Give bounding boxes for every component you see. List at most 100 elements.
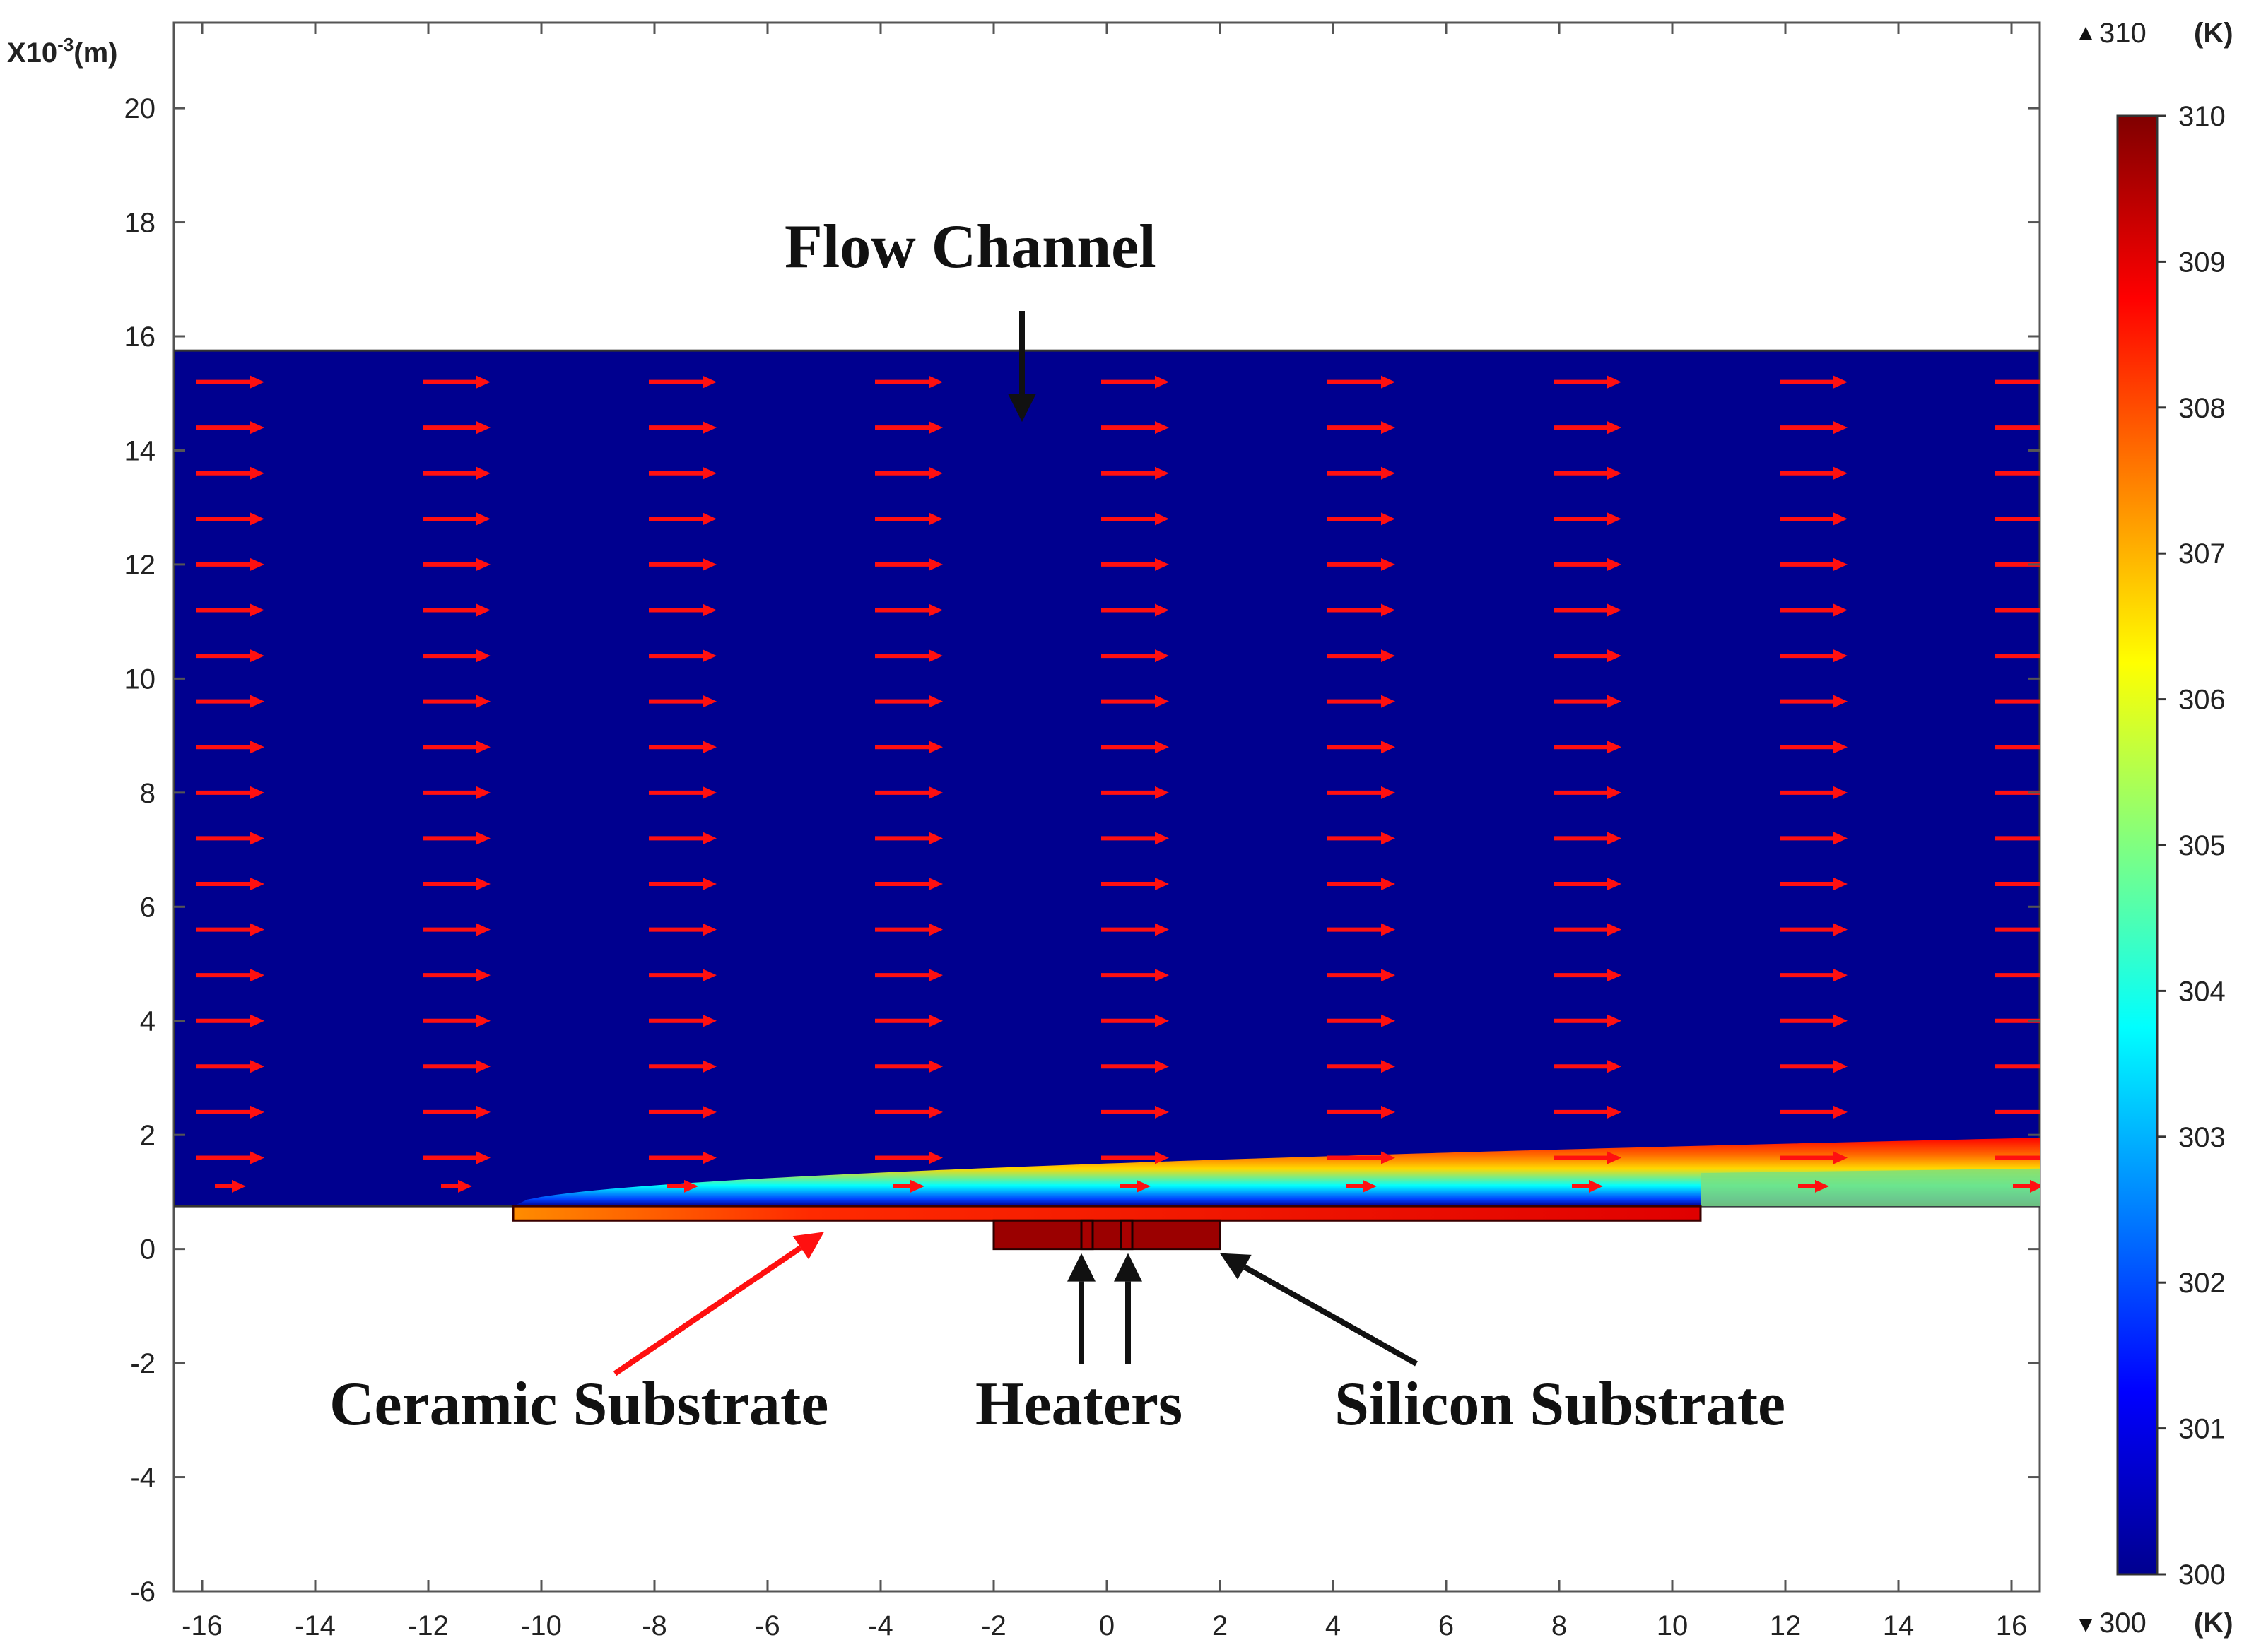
velocity-arrow (196, 923, 264, 936)
velocity-arrow (875, 649, 943, 663)
velocity-arrow (1101, 923, 1169, 936)
velocity-arrow (649, 923, 717, 936)
velocity-arrow (1554, 1060, 1621, 1073)
velocity-arrow (1995, 1155, 2040, 1160)
y-tick-label: -2 (130, 1348, 155, 1379)
flow-channel-region (174, 349, 2040, 1208)
velocity-arrow (649, 421, 717, 435)
annotation-arrows (613, 311, 1418, 1376)
colorbar-max-marker-icon (2079, 27, 2092, 40)
velocity-arrow (1327, 649, 1395, 663)
velocity-arrow (1101, 695, 1169, 708)
velocity-arrow (649, 877, 717, 890)
velocity-arrow (1995, 379, 2040, 384)
velocity-arrow (423, 649, 491, 663)
velocity-arrow (875, 421, 943, 435)
velocity-arrow (1327, 695, 1395, 708)
velocity-arrow (1995, 973, 2040, 978)
velocity-arrow (196, 375, 264, 389)
velocity-arrow (1995, 608, 2040, 613)
velocity-arrow (1554, 375, 1621, 389)
colorbar-gradient (2116, 114, 2159, 1576)
velocity-arrow (196, 557, 264, 571)
colorbar-tick-label: 302 (2178, 1268, 2226, 1299)
velocity-arrow (1995, 1109, 2040, 1114)
velocity-arrow (1780, 969, 1848, 982)
velocity-arrow (1101, 1151, 1169, 1164)
velocity-arrow (1554, 557, 1621, 571)
velocity-arrow (2013, 1179, 2040, 1193)
y-axis-unit-label: X10-3(m) (7, 34, 118, 69)
velocity-arrow (1995, 425, 2040, 430)
velocity-arrow (196, 741, 264, 754)
velocity-arrow (423, 557, 491, 571)
velocity-arrow (196, 603, 264, 617)
velocity-arrow (1780, 832, 1848, 845)
x-tick-label: -4 (868, 1610, 893, 1641)
velocity-arrow (423, 375, 491, 389)
velocity-arrow (423, 512, 491, 526)
colorbar-tick-label: 310 (2178, 101, 2226, 132)
velocity-arrow (196, 877, 264, 890)
colorbar-tick-label: 301 (2178, 1414, 2226, 1445)
velocity-arrow (875, 603, 943, 617)
velocity-arrow (649, 375, 717, 389)
colorbar-tick-label: 308 (2178, 393, 2226, 424)
velocity-arrow (1572, 1179, 1603, 1193)
velocity-arrow (1101, 877, 1169, 890)
x-tick-label: 16 (1996, 1610, 2028, 1641)
y-tick-label: 10 (124, 663, 156, 695)
velocity-arrow (196, 466, 264, 480)
velocity-arrow (1554, 969, 1621, 982)
flow-channel-arrow (1008, 311, 1036, 423)
ceramic-substrate-region (512, 1205, 1702, 1222)
velocity-arrow (196, 1060, 264, 1073)
velocity-arrow (423, 1014, 491, 1027)
y-tick-label: 2 (140, 1120, 155, 1151)
velocity-arrow (875, 512, 943, 526)
velocity-arrow (1995, 1018, 2040, 1023)
velocity-arrow (1780, 649, 1848, 663)
x-tick-label: -14 (295, 1610, 336, 1641)
x-tick-label: -6 (755, 1610, 780, 1641)
heater (1120, 1219, 1134, 1251)
velocity-arrow (1101, 832, 1169, 845)
velocity-arrow (1554, 923, 1621, 936)
annotation-silicon-substrate: Silicon Substrate (1334, 1370, 1785, 1439)
velocity-arrow (1780, 421, 1848, 435)
velocity-arrow (649, 1060, 717, 1073)
velocity-arrow (1101, 649, 1169, 663)
velocity-arrow (1554, 877, 1621, 890)
boundary-layer-field (513, 1138, 2040, 1207)
velocity-arrow (423, 695, 491, 708)
x-tick-label: -16 (182, 1610, 223, 1641)
velocity-arrow (1101, 1060, 1169, 1073)
velocity-arrow (875, 786, 943, 799)
y-tick-label: 12 (124, 550, 156, 581)
velocity-arrow (649, 1014, 717, 1027)
colorbar-tick-label: 305 (2178, 830, 2226, 861)
annotation-ceramic-substrate: Ceramic Substrate (329, 1370, 828, 1439)
velocity-arrow (423, 1060, 491, 1073)
velocity-arrow (1327, 786, 1395, 799)
velocity-arrow (649, 786, 717, 799)
velocity-arrow (1780, 1151, 1848, 1164)
y-tick-label: -6 (130, 1576, 155, 1607)
x-tick-label: 2 (1212, 1610, 1228, 1641)
heater-elements (1080, 1219, 1134, 1251)
velocity-arrow (649, 649, 717, 663)
velocity-arrow (1554, 786, 1621, 799)
velocity-arrow (1554, 1014, 1621, 1027)
velocity-arrow (196, 1014, 264, 1027)
colorbar-tick-label: 307 (2178, 538, 2226, 570)
velocity-arrow (423, 786, 491, 799)
velocity-arrow (649, 695, 717, 708)
velocity-arrow (1995, 471, 2040, 476)
velocity-arrow (875, 969, 943, 982)
velocity-arrow (1995, 562, 2040, 567)
heater (1080, 1219, 1094, 1251)
heater-arrow-left (1067, 1253, 1096, 1364)
velocity-arrow (1327, 969, 1395, 982)
velocity-arrow (1995, 654, 2040, 659)
velocity-arrow (196, 512, 264, 526)
